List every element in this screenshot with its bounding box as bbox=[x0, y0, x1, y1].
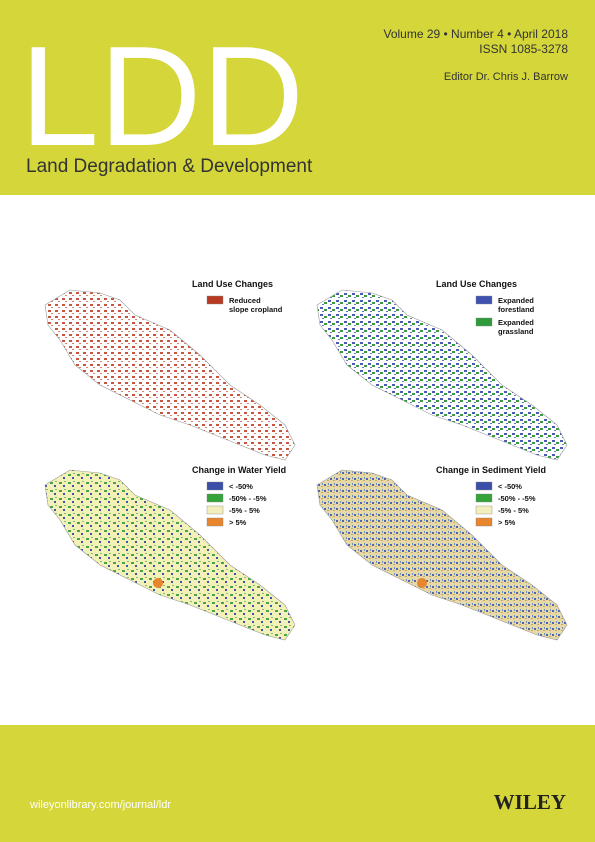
map bbox=[316, 469, 568, 641]
legend-label: -50% - -5% bbox=[498, 494, 536, 503]
journal-acronym: LDD bbox=[20, 17, 304, 176]
legend-swatch bbox=[206, 295, 224, 305]
issue: Volume 29 • Number 4 • April 2018 bbox=[383, 27, 568, 41]
editor: Editor Dr. Chris J. Barrow bbox=[444, 71, 568, 83]
legend-label: grassland bbox=[498, 327, 534, 336]
legend-title: Change in Water Yield bbox=[192, 465, 286, 475]
legend-label: Reduced bbox=[229, 296, 261, 305]
legend-swatch bbox=[475, 295, 493, 305]
legend-label: -5% - 5% bbox=[229, 506, 260, 515]
legend-label: Expanded bbox=[498, 296, 534, 305]
legend-label: slope cropland bbox=[229, 305, 283, 314]
legend-swatch bbox=[206, 505, 224, 515]
legend-label: forestland bbox=[498, 305, 535, 314]
map bbox=[44, 469, 296, 641]
legend-title: Change in Sediment Yield bbox=[436, 465, 546, 475]
legend-swatch bbox=[206, 517, 224, 527]
legend-label: Expanded bbox=[498, 318, 534, 327]
legend-swatch bbox=[475, 517, 493, 527]
publisher: WILEY bbox=[494, 790, 566, 814]
legend-label: < -50% bbox=[498, 482, 522, 491]
legend-swatch bbox=[206, 481, 224, 491]
issn: ISSN 1085-3278 bbox=[479, 42, 568, 56]
map bbox=[316, 289, 568, 461]
legend-title: Land Use Changes bbox=[192, 279, 273, 289]
legend-label: < -50% bbox=[229, 482, 253, 491]
journal-name: Land Degradation & Development bbox=[26, 156, 313, 177]
legend-swatch bbox=[475, 317, 493, 327]
legend-swatch bbox=[206, 493, 224, 503]
legend-swatch bbox=[475, 493, 493, 503]
legend-swatch bbox=[475, 505, 493, 515]
legend-swatch bbox=[475, 481, 493, 491]
header-band bbox=[0, 0, 595, 195]
map bbox=[44, 289, 296, 461]
footer-band bbox=[0, 725, 595, 842]
legend-label: -5% - 5% bbox=[498, 506, 529, 515]
legend-label: -50% - -5% bbox=[229, 494, 267, 503]
legend-label: > 5% bbox=[229, 518, 247, 527]
legend-label: > 5% bbox=[498, 518, 516, 527]
legend-title: Land Use Changes bbox=[436, 279, 517, 289]
url: wileyonlibrary.com/journal/ldr bbox=[29, 799, 171, 811]
